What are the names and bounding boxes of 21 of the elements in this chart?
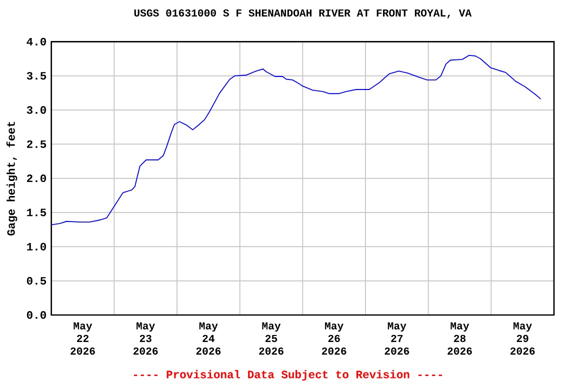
y-tick-label: 4.0 <box>26 38 46 46</box>
y-axis-title: Gage height, feet <box>6 122 18 236</box>
x-tick-label: May 22 2026 <box>70 322 95 355</box>
y-tick-label: 3.5 <box>26 72 46 80</box>
text: ---- Provisional Data Subject to Revision ---- <box>134 370 442 381</box>
y-tick-label: 2.0 <box>27 174 46 182</box>
y-tick-label: 1.0 <box>27 242 46 250</box>
chart-title: USGS 01631000 S F SHENANDOAH RIVER AT FRONT ROYAL, VA <box>134 9 472 18</box>
x-tick-label: May 25 2026 <box>259 322 284 355</box>
y-tick-label: 3.0 <box>26 106 46 114</box>
y-tick-label: 2.5 <box>27 140 46 148</box>
y-tick-label: 0.0 <box>26 311 46 319</box>
y-tick-label: 1.5 <box>27 208 46 216</box>
line-series <box>51 54 542 226</box>
x-tick-label: May 26 2026 <box>322 322 346 355</box>
x-tick-label: May 29 2026 <box>510 322 535 355</box>
x-tick-label: May 28 2026 <box>448 322 472 355</box>
y-tick-label: 0.5 <box>26 276 46 285</box>
x-tick-label: May 27 2026 <box>384 322 410 355</box>
x-tick-label: May 23 2026 <box>133 322 158 355</box>
x-tick-label: May 24 2026 <box>196 322 221 355</box>
